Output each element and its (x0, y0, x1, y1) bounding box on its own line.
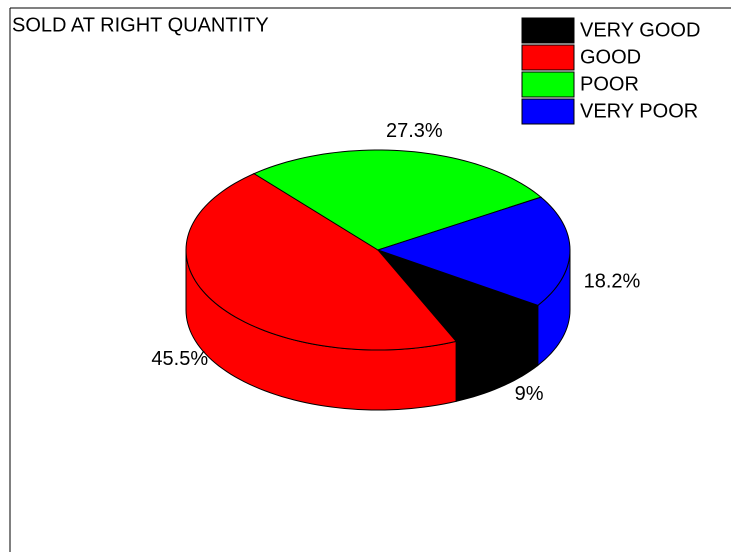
legend-swatch (521, 71, 575, 98)
pie-slice (185, 173, 458, 351)
data-label: 9% (515, 383, 544, 405)
chart-title: SOLD AT RIGHT QUANTITY (12, 14, 269, 36)
pie-slice (376, 248, 539, 342)
legend-swatch (521, 17, 575, 44)
legend-swatch (521, 44, 575, 71)
data-label: 27.3% (386, 120, 443, 142)
pie-slice (252, 149, 543, 251)
data-label: 45.5% (151, 348, 208, 370)
legend-swatch (521, 98, 575, 125)
legend-label: GOOD (580, 46, 641, 68)
pie-slice (376, 196, 571, 306)
legend-label: VERY GOOD (580, 19, 700, 41)
legend-label: VERY POOR (580, 100, 698, 122)
data-label: 18.2% (584, 270, 641, 292)
legend-label: POOR (580, 73, 639, 95)
